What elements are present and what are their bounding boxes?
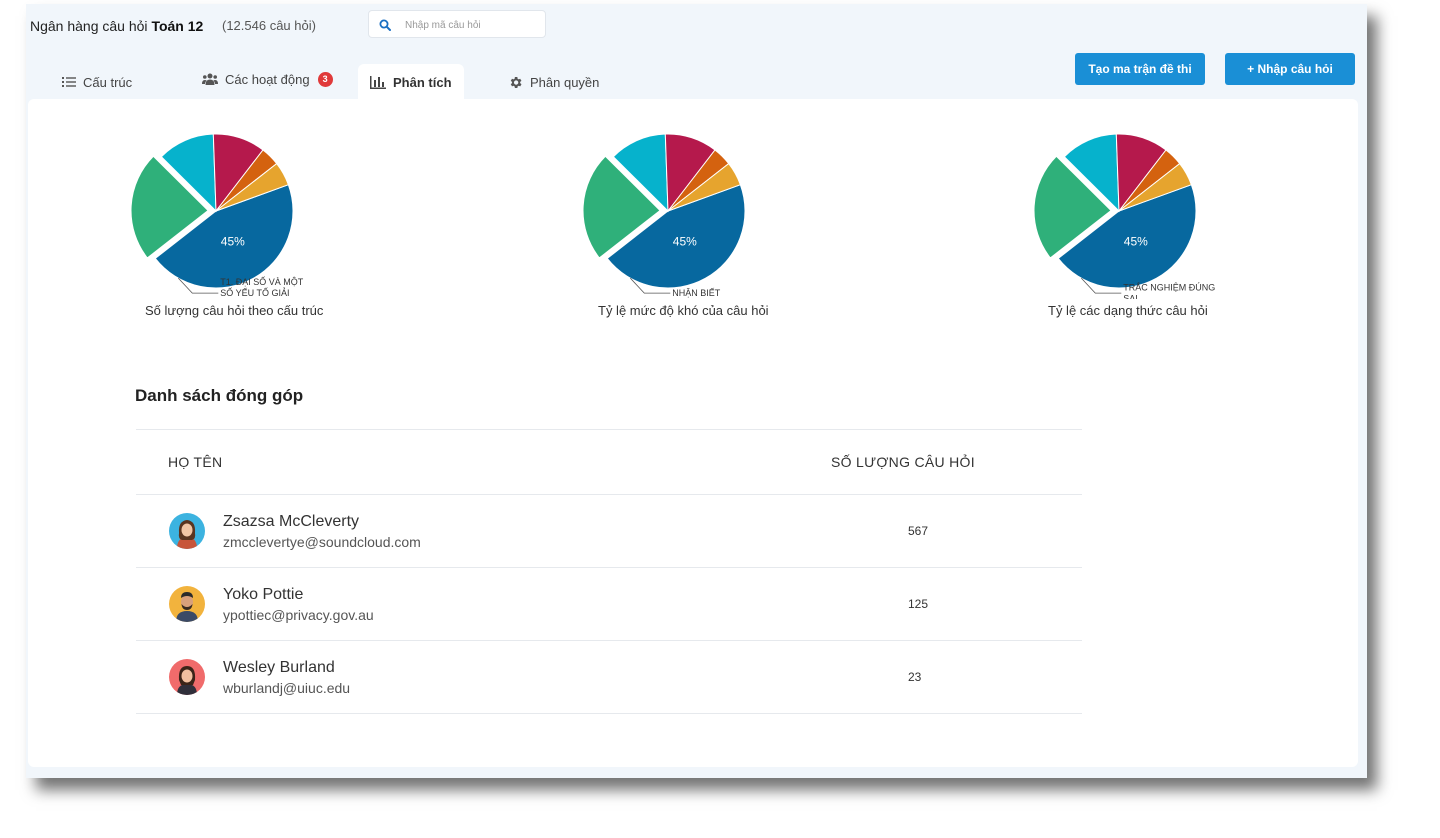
tab-activities[interactable]: Các hoạt động 3 — [202, 61, 333, 97]
slice-name-label: SỐ YẾU TỐ GIẢI — [220, 287, 289, 298]
leader-line — [630, 277, 671, 294]
contributor-email: zmcclevertye@soundcloud.com — [223, 533, 421, 550]
avatar — [169, 586, 205, 622]
slice-name-label: T1. ĐẠI SỐ VÀ MỘT — [220, 276, 304, 287]
tab-bar: Cấu trúc Các hoạt động 3 Phân tí — [26, 64, 726, 100]
chart-question-type: 45% TRẮC NGHIỆM ĐÚNG SAI Tỷ lệ các dạng th… — [1031, 99, 1431, 329]
avatar — [169, 513, 205, 549]
contributors-table: HỌ TÊN SỐ LƯỢNG CÂU HỎI — [136, 429, 1082, 714]
col-header-name: HỌ TÊN — [136, 429, 830, 495]
contributors-title: Danh sách đóng góp — [135, 386, 304, 405]
slice-value-label: 45% — [673, 234, 697, 248]
pie-slice[interactable] — [1057, 184, 1197, 289]
table-row[interactable]: Zsazsa McCleverty zmcclevertye@soundclou… — [136, 494, 1082, 568]
pie-difficulty: 45% NHẬN BIẾT — [582, 133, 746, 298]
users-icon — [202, 73, 218, 85]
pie-slice[interactable] — [606, 184, 746, 289]
chart-difficulty: 45% NHẬN BIẾT Tỷ lệ mức độ khó của câu hỏ… — [580, 99, 980, 329]
avatar — [169, 659, 205, 695]
col-header-count: SỐ LƯỢNG CÂU HỎI — [830, 429, 1082, 495]
question-count-cell: 125 — [830, 567, 1082, 641]
leader-line — [1081, 277, 1122, 294]
pie-slice[interactable] — [154, 184, 294, 289]
top-bar: Ngân hàng câu hỏi Toán 12 (12.546 câu hỏ… — [26, 4, 1367, 48]
tab-analytics[interactable]: Phân tích — [358, 64, 464, 100]
notification-badge: 3 — [317, 71, 333, 87]
slice-value-label: 45% — [221, 234, 245, 248]
pie-slice[interactable] — [1118, 162, 1192, 212]
contributor-email: ypottiec@privacy.gov.au — [223, 606, 374, 623]
question-count: (12.546 câu hỏi) — [222, 18, 316, 33]
search-box[interactable] — [368, 10, 546, 38]
pie-slice[interactable] — [667, 162, 741, 212]
page-title: Ngân hàng câu hỏi Toán 12 — [30, 18, 204, 34]
subject-name: Toán 12 — [151, 18, 204, 34]
pie-slice[interactable] — [215, 162, 289, 212]
contributor-email: wburlandj@uiuc.edu — [223, 679, 351, 696]
contributor-name: Yoko Pottie — [223, 585, 304, 603]
question-count-cell: 567 — [830, 494, 1082, 568]
create-matrix-button[interactable]: Tạo ma trận đề thi — [1075, 53, 1205, 85]
contributor-name: Zsazsa McCleverty — [223, 512, 360, 530]
tab-permissions[interactable]: Phân quyền — [508, 64, 599, 100]
pie-slice[interactable] — [582, 155, 661, 259]
table-row[interactable]: Yoko Pottie ypottiec@privacy.gov.au 125 — [136, 567, 1082, 641]
import-question-button[interactable]: + Nhập câu hỏi — [1225, 53, 1355, 85]
question-count-cell: 23 — [830, 640, 1082, 714]
search-input[interactable] — [403, 15, 543, 35]
slice-value-label: 45% — [1124, 234, 1148, 248]
leader-line — [178, 277, 219, 294]
gear-icon — [508, 75, 523, 90]
chart-title: Số lượng câu hỏi theo cấu trúc — [145, 303, 324, 318]
app-window: Ngân hàng câu hỏi Toán 12 (12.546 câu hỏ… — [26, 4, 1367, 778]
bar-chart-icon — [370, 75, 386, 89]
chart-title: Tỷ lệ mức độ khó của câu hỏi — [598, 303, 769, 318]
chart-title: Tỷ lệ các dạng thức câu hỏi — [1048, 303, 1208, 318]
search-icon — [379, 19, 391, 31]
contributor-name: Wesley Burland — [223, 658, 335, 676]
slice-name-label: SAI — [1123, 294, 1138, 299]
tab-structure[interactable]: Cấu trúc — [62, 64, 132, 100]
slice-name-label: TRẮC NGHIỆM ĐÚNG — [1123, 283, 1215, 293]
list-icon — [62, 76, 76, 88]
pie-slice[interactable] — [1033, 155, 1112, 259]
pie-slice[interactable] — [130, 155, 209, 259]
slice-name-label: NHẬN BIẾT — [672, 288, 721, 298]
table-row[interactable]: Wesley Burland wburlandj@uiuc.edu 23 — [136, 640, 1082, 714]
